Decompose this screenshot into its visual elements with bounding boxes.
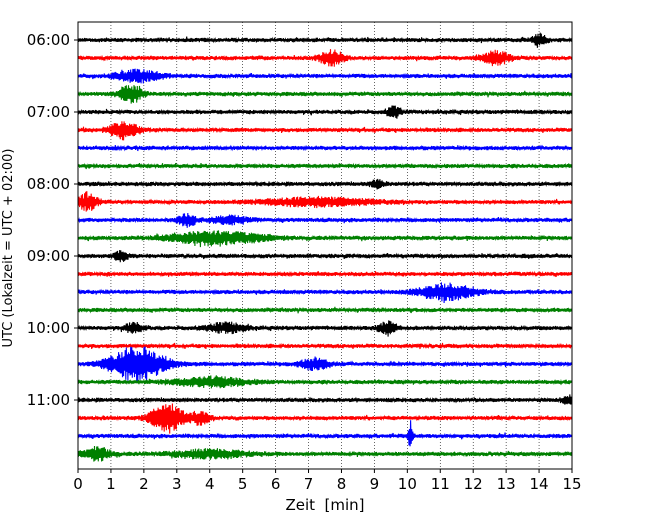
x-tick-label: 4 bbox=[205, 475, 215, 493]
x-tick-label: 13 bbox=[497, 475, 516, 493]
trace-1000 bbox=[77, 320, 573, 337]
trace-0645 bbox=[77, 85, 573, 104]
x-gridlines bbox=[110, 22, 540, 469]
trace-0930 bbox=[77, 282, 573, 304]
trace-0745 bbox=[77, 162, 573, 170]
x-tick-label: 1 bbox=[106, 475, 116, 493]
x-tick-label: 3 bbox=[172, 475, 182, 493]
trace-0900 bbox=[77, 249, 573, 263]
trace-0730 bbox=[77, 144, 573, 152]
trace-1145 bbox=[77, 445, 573, 462]
trace-1130 bbox=[77, 420, 573, 447]
trace-1030 bbox=[77, 346, 573, 383]
x-tick-label: 9 bbox=[370, 475, 380, 493]
y-tick-label: 10:00 bbox=[27, 319, 70, 337]
trace-0800 bbox=[77, 178, 573, 190]
trace-0815 bbox=[77, 191, 573, 212]
x-tick-label: 15 bbox=[562, 475, 581, 493]
y-tick-label: 11:00 bbox=[27, 391, 70, 409]
plot-area bbox=[78, 22, 572, 469]
trace-0830 bbox=[77, 212, 573, 228]
trace-0945 bbox=[77, 306, 573, 314]
trace-1115 bbox=[77, 403, 573, 434]
y-tick-label: 07:00 bbox=[27, 103, 70, 121]
x-axis-ticks: 0 1 2 3 4 5 6 7 8 9 10 11 12 13 14 15 bbox=[73, 469, 582, 493]
x-tick-label: 10 bbox=[398, 475, 417, 493]
y-axis-ticks: 06:00 07:00 08:00 09:00 10:00 11:00 bbox=[27, 31, 78, 409]
seismic-traces bbox=[77, 32, 573, 462]
x-axis-label: Zeit [min] bbox=[285, 496, 364, 514]
trace-0600 bbox=[77, 32, 573, 48]
y-axis-label: UTC (Lokalzeit = UTC + 02:00) bbox=[1, 149, 16, 348]
trace-0915 bbox=[77, 270, 573, 278]
trace-0630 bbox=[77, 68, 573, 84]
trace-1045 bbox=[77, 375, 573, 389]
x-tick-label: 6 bbox=[271, 475, 281, 493]
x-tick-label: 2 bbox=[139, 475, 149, 493]
x-tick-label: 0 bbox=[73, 475, 83, 493]
x-tick-label: 14 bbox=[530, 475, 549, 493]
plot-frame bbox=[77, 21, 573, 470]
y-tick-label: 09:00 bbox=[27, 247, 70, 265]
x-tick-label: 5 bbox=[238, 475, 248, 493]
x-tick-label: 11 bbox=[431, 475, 450, 493]
y-tick-label: 08:00 bbox=[27, 175, 70, 193]
trace-0615 bbox=[77, 49, 573, 67]
y-tick-label: 06:00 bbox=[27, 31, 70, 49]
trace-0700 bbox=[77, 105, 573, 119]
trace-1015 bbox=[77, 342, 573, 350]
trace-1100 bbox=[77, 394, 573, 405]
x-tick-label: 8 bbox=[337, 475, 347, 493]
x-tick-label: 12 bbox=[464, 475, 483, 493]
x-tick-label: 7 bbox=[304, 475, 314, 493]
trace-0845 bbox=[77, 230, 573, 248]
trace-0715 bbox=[77, 121, 573, 141]
